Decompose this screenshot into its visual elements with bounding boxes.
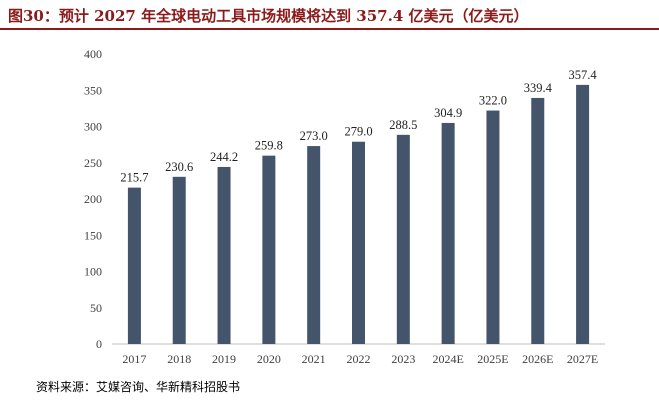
source-note: 资料来源：艾媒咨询、华新精科招股书 xyxy=(36,380,241,394)
y-tick-label: 100 xyxy=(84,265,102,279)
data-label: 339.4 xyxy=(524,81,553,95)
data-label: 215.7 xyxy=(120,171,148,185)
y-tick-label: 50 xyxy=(90,301,102,315)
x-tick-label: 2026E xyxy=(522,352,553,366)
x-tick-label: 2025E xyxy=(477,352,508,366)
x-tick-label: 2024E xyxy=(432,352,463,366)
bar xyxy=(217,166,231,344)
bar xyxy=(576,84,590,344)
x-tick-label: 2019 xyxy=(212,352,236,366)
x-tick-label: 2027E xyxy=(567,352,598,366)
chart-title: 图30：预计 2027 年全球电动工具市场规模将达到 357.4 亿美元（亿美元… xyxy=(8,7,529,25)
bar xyxy=(307,146,321,344)
y-tick-label: 250 xyxy=(84,156,102,170)
bar xyxy=(396,134,410,344)
x-tick-label: 2018 xyxy=(167,352,191,366)
data-label: 230.6 xyxy=(165,160,193,174)
bar xyxy=(531,97,545,344)
data-label: 259.8 xyxy=(255,139,283,153)
x-tick-label: 2023 xyxy=(391,352,415,366)
x-tick-label: 2017 xyxy=(122,352,146,366)
data-label: 288.5 xyxy=(389,118,417,132)
bar xyxy=(172,176,186,344)
title-bar: 图30：预计 2027 年全球电动工具市场规模将达到 357.4 亿美元（亿美元… xyxy=(0,0,659,30)
bar-chart: 0 50 100 150 200 250 300 350 400 215.7 2017 230.6 20… xyxy=(84,47,605,366)
x-tick-label: 2022 xyxy=(347,352,371,366)
data-label: 357.4 xyxy=(569,68,598,82)
x-tick-label: 2021 xyxy=(302,352,326,366)
y-tick-label: 0 xyxy=(96,337,102,351)
y-tick-label: 300 xyxy=(84,120,102,134)
bar xyxy=(352,141,365,344)
y-tick-label: 150 xyxy=(84,228,102,242)
y-tick-label: 400 xyxy=(84,47,102,61)
data-label: 304.9 xyxy=(434,106,462,120)
data-label: 244.2 xyxy=(210,150,238,164)
x-tick-label: 2020 xyxy=(257,352,281,366)
bar xyxy=(441,122,455,344)
data-label: 322.0 xyxy=(479,94,507,108)
bar xyxy=(127,187,141,344)
y-tick-label: 200 xyxy=(84,192,102,206)
y-tick-label: 350 xyxy=(84,83,102,97)
data-label: 273.0 xyxy=(300,129,328,143)
bar xyxy=(262,155,276,344)
data-label: 279.0 xyxy=(344,125,372,139)
bar xyxy=(486,110,500,344)
